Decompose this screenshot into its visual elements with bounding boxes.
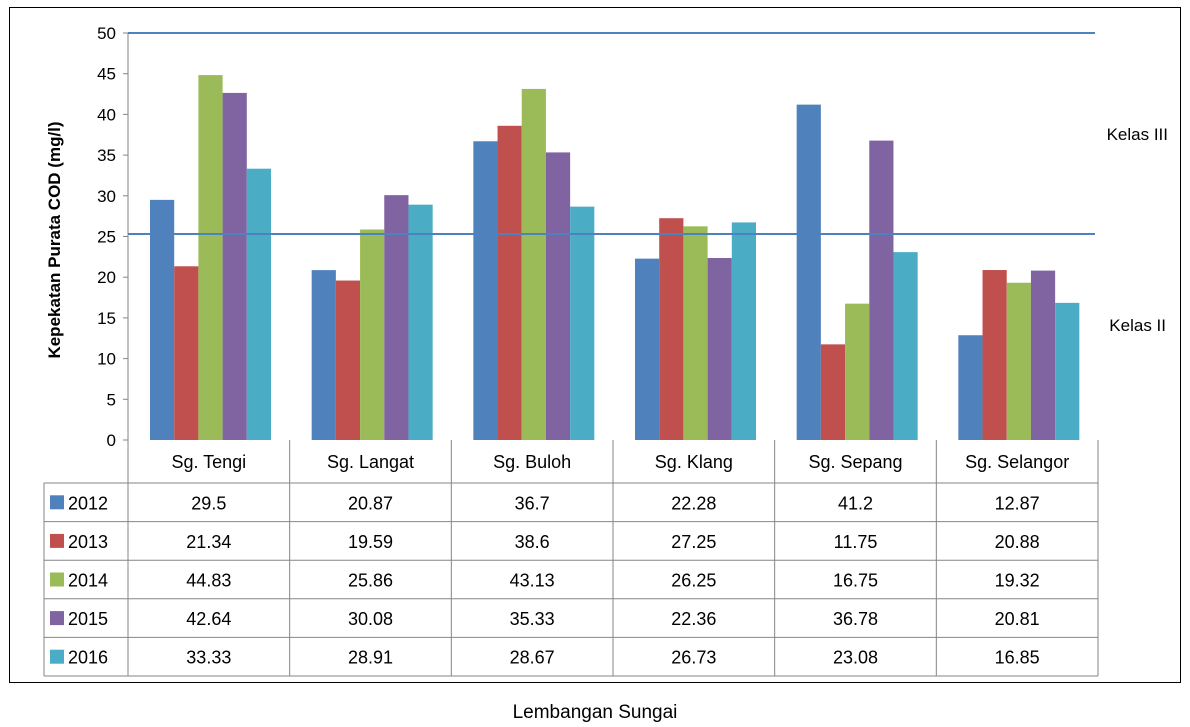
bar-2015-1	[384, 195, 409, 440]
data-cell-label: 35.33	[510, 609, 555, 629]
bar-2015-3	[707, 257, 732, 440]
y-tick-label: 10	[97, 350, 116, 369]
data-cell-label: 19.32	[995, 571, 1040, 591]
bar-2012-3	[635, 258, 660, 440]
y-axis-label: Kepekatan Purata COD (mg/l)	[45, 121, 64, 358]
data-cell-label: 44.83	[186, 571, 231, 591]
bar-2014-3	[683, 226, 708, 440]
bar-2016-1	[408, 204, 433, 440]
legend-key-2012	[50, 495, 64, 510]
series-name: 2014	[68, 571, 108, 591]
y-tick-label: 40	[97, 105, 116, 124]
data-cell-label: 38.6	[515, 532, 550, 552]
bar-2012-5	[958, 335, 983, 440]
y-tick-label: 50	[97, 24, 116, 43]
data-cell-label: 42.64	[186, 609, 231, 629]
bar-2016-5	[1055, 302, 1080, 440]
category-label: Sg. Selangor	[965, 452, 1069, 472]
y-tick-label: 0	[107, 431, 116, 450]
legend-key-2013	[50, 533, 64, 548]
bar-2015-2	[545, 152, 571, 440]
bar-2013-2	[497, 125, 522, 441]
bar-2015-5	[1030, 270, 1056, 440]
data-cell-label: 36.78	[833, 609, 878, 629]
x-axis-label: Lembangan Sungai	[513, 702, 678, 723]
data-cell-label: 20.87	[348, 493, 393, 513]
category-label: Sg. Tengi	[171, 452, 246, 472]
data-cell-label: 29.5	[191, 493, 226, 513]
bar-2013-4	[820, 344, 846, 440]
bar-2012-0	[150, 199, 175, 440]
reference-label-kelas-ii: Kelas II	[1109, 316, 1166, 335]
data-cell-label: 16.85	[995, 648, 1040, 668]
series-name: 2012	[68, 493, 108, 513]
bar-2013-1	[335, 280, 361, 440]
series-name: 2013	[68, 532, 108, 552]
bar-2014-2	[521, 88, 546, 440]
data-cell-label: 23.08	[833, 648, 878, 668]
bar-2014-4	[845, 303, 870, 440]
data-cell-label: 43.13	[510, 571, 555, 591]
data-cell-label: 21.34	[186, 532, 231, 552]
bar-2013-3	[659, 218, 684, 440]
data-cell-label: 27.25	[671, 532, 716, 552]
data-cell-label: 26.25	[671, 571, 716, 591]
series-name: 2015	[68, 609, 108, 629]
bar-2014-5	[1006, 282, 1031, 440]
bar-2016-3	[731, 222, 756, 440]
bar-2012-2	[473, 141, 498, 440]
bar-2013-5	[982, 270, 1007, 440]
data-cell-label: 28.67	[510, 648, 555, 668]
data-cell-label: 26.73	[671, 648, 716, 668]
data-cell-label: 12.87	[995, 493, 1040, 513]
data-cell-label: 28.91	[348, 648, 393, 668]
data-cell-label: 22.28	[671, 493, 716, 513]
y-tick-label: 15	[97, 309, 116, 328]
bar-2012-4	[796, 104, 821, 441]
data-cell-label: 16.75	[833, 571, 878, 591]
series-name: 2016	[68, 648, 108, 668]
y-tick-label: 5	[107, 390, 116, 409]
data-cell-label: 19.59	[348, 532, 393, 552]
bar-2014-1	[360, 229, 385, 440]
data-cell-label: 36.7	[515, 493, 550, 513]
reference-label-kelas-iii: Kelas III	[1107, 125, 1168, 144]
data-cell-label: 33.33	[186, 648, 231, 668]
bar-2013-0	[174, 266, 199, 440]
category-label: Sg. Sepang	[808, 452, 902, 472]
data-cell-label: 20.81	[995, 609, 1040, 629]
y-tick-label: 30	[97, 187, 116, 206]
legend-key-2015	[50, 611, 64, 626]
bar-2014-0	[198, 75, 223, 440]
bar-2016-2	[570, 206, 595, 440]
data-cell-label: 41.2	[838, 493, 873, 513]
bar-2012-1	[311, 270, 336, 440]
y-tick-label: 45	[97, 65, 116, 84]
y-tick-label: 25	[97, 228, 116, 247]
category-label: Sg. Klang	[655, 452, 733, 472]
bar-2015-0	[222, 92, 247, 440]
bar-2016-4	[893, 252, 918, 440]
category-label: Sg. Buloh	[493, 452, 571, 472]
legend-key-2014	[50, 572, 64, 587]
category-label: Sg. Langat	[327, 452, 414, 472]
y-tick-label: 20	[97, 268, 116, 287]
data-cell-label: 20.88	[995, 532, 1040, 552]
data-cell-label: 25.86	[348, 571, 393, 591]
legend-key-2016	[50, 649, 64, 664]
y-tick-label: 35	[97, 146, 116, 165]
bar-2015-4	[869, 140, 894, 441]
bar-2016-0	[246, 168, 271, 441]
data-cell-label: 30.08	[348, 609, 393, 629]
data-cell-label: 11.75	[834, 532, 878, 552]
data-cell-label: 22.36	[671, 609, 716, 629]
